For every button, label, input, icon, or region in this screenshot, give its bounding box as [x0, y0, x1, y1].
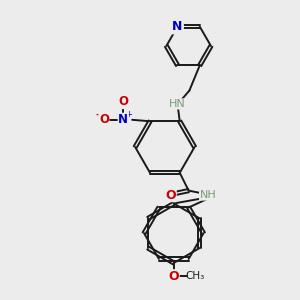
Text: -: - — [96, 110, 100, 119]
Text: O: O — [169, 270, 179, 283]
Text: O: O — [118, 95, 128, 109]
Text: O: O — [166, 189, 176, 202]
Text: N: N — [118, 113, 128, 126]
Text: HN: HN — [169, 99, 186, 109]
Text: O: O — [99, 113, 109, 126]
Text: NH: NH — [200, 190, 216, 200]
Text: CH₃: CH₃ — [185, 271, 204, 281]
Text: N: N — [172, 20, 183, 33]
Text: +: + — [125, 110, 132, 119]
